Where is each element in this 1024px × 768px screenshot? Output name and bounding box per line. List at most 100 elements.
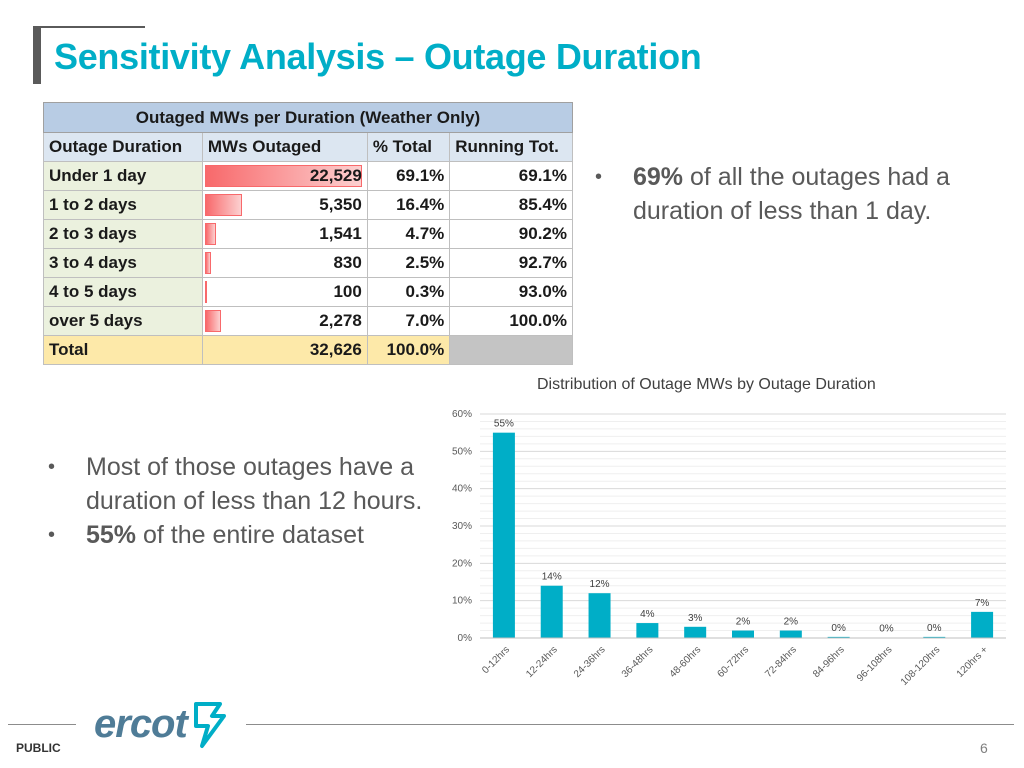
row-mws: 100: [201, 277, 368, 307]
data-bar: [204, 281, 207, 303]
data-label: 0%: [879, 624, 894, 635]
header-running-total: Running Tot.: [449, 132, 573, 162]
table-header-row: Outage Duration MWs Outaged % Total Runn…: [43, 132, 573, 162]
row-mws-value: 1,541: [319, 224, 362, 243]
table-row: over 5 days 2,278 7.0% 100.0%: [43, 306, 573, 336]
data-bar: [204, 194, 243, 216]
table-total-row: Total 32,626 100.0%: [43, 335, 573, 365]
data-bar: [204, 310, 221, 332]
row-pct: 16.4%: [366, 190, 451, 220]
x-tick-label: 0-12hrs: [480, 644, 512, 676]
row-mws-value: 5,350: [319, 195, 362, 214]
bar-chart: 0% 10% 20% 30% 40% 50% 60% 55% 0-12hrs 14% 12-24hr…: [452, 409, 1006, 688]
bullet-item: • 69% of all the outages had a duration o…: [595, 160, 1005, 228]
y-tick-label: 10%: [452, 596, 472, 607]
data-label: 2%: [784, 617, 799, 628]
outage-table: Outaged MWs per Duration (Weather Only) …: [43, 102, 573, 365]
data-label: 7%: [975, 598, 990, 609]
x-tick-label: 72-84hrs: [763, 644, 799, 680]
row-label: over 5 days: [43, 306, 203, 336]
y-tick-label: 60%: [452, 409, 472, 420]
y-tick-label: 30%: [452, 521, 472, 532]
total-mws: 32,626: [201, 335, 368, 365]
chart-bar: [732, 630, 754, 638]
data-label: 4%: [640, 609, 655, 620]
row-label: 4 to 5 days: [43, 277, 203, 307]
chart-bar: [636, 623, 659, 638]
bullet-dot-icon: •: [48, 524, 56, 546]
total-running: [449, 335, 573, 365]
row-mws: 1,541: [201, 219, 368, 249]
bullet-text: of all the outages had a duration of les…: [633, 163, 950, 225]
x-tick-label: 24-36hrs: [572, 644, 608, 680]
ercot-bolt-icon: [194, 702, 226, 748]
data-bar: [204, 252, 211, 274]
total-label: Total: [43, 335, 203, 365]
row-pct: 0.3%: [366, 277, 451, 307]
table-row: 4 to 5 days 100 0.3% 93.0%: [43, 277, 573, 307]
title-accent-bar: [33, 26, 41, 84]
row-running: 92.7%: [449, 248, 573, 278]
row-label: 3 to 4 days: [43, 248, 203, 278]
top-bullet-list: • 69% of all the outages had a duration o…: [595, 160, 1005, 228]
bullet-bold: 55%: [86, 521, 137, 549]
data-label: 2%: [736, 617, 751, 628]
public-label: PUBLIC: [16, 741, 61, 755]
row-running: 85.4%: [449, 190, 573, 220]
x-tick-label: 108-120hrs: [899, 644, 943, 688]
chart-bar: [923, 636, 946, 638]
table-row: 3 to 4 days 830 2.5% 92.7%: [43, 248, 573, 278]
table-row: Under 1 day 22,529 69.1% 69.1%: [43, 161, 573, 191]
row-mws-value: 830: [333, 253, 362, 272]
table-row: 2 to 3 days 1,541 4.7% 90.2%: [43, 219, 573, 249]
data-label: 0%: [927, 623, 942, 634]
title-accent-line: [41, 26, 145, 28]
x-tick-label: 84-96hrs: [811, 644, 847, 680]
row-mws-value: 100: [333, 282, 362, 301]
bullet-text: Most of those outages have a duration of…: [86, 453, 423, 515]
row-mws-value: 22,529: [309, 166, 362, 185]
x-tick-label: 48-60hrs: [668, 644, 704, 680]
x-tick-label: 60-72hrs: [715, 644, 751, 680]
bullet-dot-icon: •: [48, 456, 56, 478]
header-outage-duration: Outage Duration: [43, 132, 203, 162]
bullet-item: • 55% of the entire dataset: [48, 518, 448, 552]
data-label: 14%: [542, 572, 562, 583]
data-label: 12%: [590, 579, 610, 590]
chart-bar: [588, 593, 611, 638]
row-pct: 7.0%: [366, 306, 451, 336]
data-label: 0%: [831, 623, 846, 634]
row-running: 69.1%: [449, 161, 573, 191]
y-tick-label: 20%: [452, 558, 472, 569]
row-mws-value: 2,278: [319, 311, 362, 330]
row-mws: 5,350: [201, 190, 368, 220]
row-pct: 69.1%: [366, 161, 451, 191]
row-running: 90.2%: [449, 219, 573, 249]
data-label: 55%: [494, 419, 514, 430]
footer-line-left: [8, 724, 76, 725]
header-mws-outaged: MWs Outaged: [201, 132, 368, 162]
row-mws: 22,529: [201, 161, 368, 191]
table-row: 1 to 2 days 5,350 16.4% 85.4%: [43, 190, 573, 220]
table-caption: Outaged MWs per Duration (Weather Only): [43, 102, 573, 133]
left-bullet-list: • Most of those outages have a duration o…: [48, 450, 448, 552]
y-tick-label: 50%: [452, 446, 472, 457]
page-number: 6: [980, 740, 988, 756]
chart-title: Distribution of Outage MWs by Outage Dur…: [537, 376, 876, 393]
header-pct-total: % Total: [366, 132, 451, 162]
data-label: 3%: [688, 613, 703, 624]
chart-bar: [684, 626, 707, 638]
row-label: Under 1 day: [43, 161, 203, 191]
row-mws: 2,278: [201, 306, 368, 336]
bullet-dot-icon: •: [595, 166, 603, 188]
bullet-text: of the entire dataset: [136, 521, 364, 549]
chart-bar: [492, 432, 515, 638]
data-bar: [204, 223, 216, 245]
chart-bar: [971, 611, 994, 638]
data-bar: [204, 165, 363, 187]
row-label: 2 to 3 days: [43, 219, 203, 249]
x-tick-label: 12-24hrs: [524, 644, 560, 680]
ercot-logo: ercot: [94, 702, 188, 746]
bullet-item: • Most of those outages have a duration o…: [48, 450, 448, 518]
x-tick-label: 36-48hrs: [620, 644, 656, 680]
